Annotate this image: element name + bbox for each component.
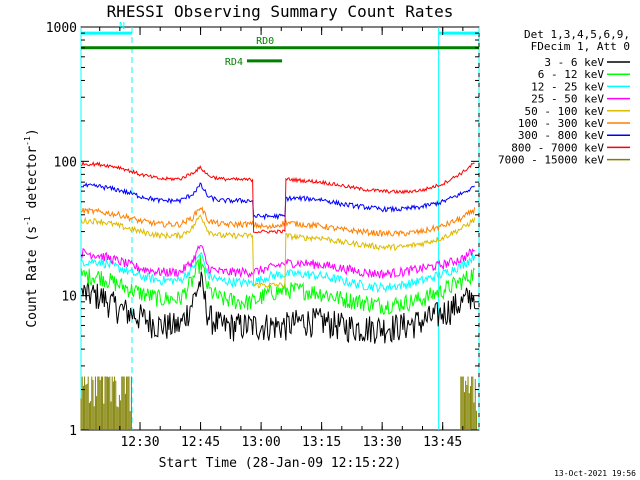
series-line [81,182,475,221]
y-tick-label: 100 [54,155,77,170]
y-axis-label: Count Rate (s-1 detector-1) [23,128,40,327]
legend-header-line-2: FDecim 1, Att 0 [531,40,630,53]
annotation-label: N [119,21,125,32]
series-line [80,214,476,289]
y-tick-label: 1 [69,424,77,439]
legend-entry-label: 6 - 12 keV [538,68,605,81]
series-line [80,245,475,279]
x-tick-label: 12:45 [181,435,220,450]
y-axis-label-exponent: -1 [23,216,32,226]
legend-entry-label: 12 - 25 keV [531,80,604,93]
low-count-bars [80,376,477,430]
x-tick-label: 13:00 [242,435,281,450]
y-tick-label: 10 [61,290,77,305]
x-axis-ticks: 12:30 12:45 13:00 13:15 13:30 13:45 [99,27,464,450]
legend-entry-label: 25 - 50 keV [531,93,604,106]
y-axis-ticks: 1 10 100 1000 [46,21,479,439]
x-tick-label: 12:30 [120,435,159,450]
annotation-label: RD0 [256,36,274,47]
legend: Det 1,3,4,5,6,9, FDecim 1, Att 0 3 - 6 k… [498,28,630,167]
footer-date: 13-Oct-2021 19:56 [554,469,636,478]
y-axis-label-part: detector [25,146,40,217]
legend-entry-label: 800 - 7000 keV [511,141,604,154]
annotations: N RD0 RD4 [81,21,479,68]
series-line [81,160,475,234]
series-line [80,251,476,294]
series-layer [80,160,476,344]
chart-title: RHESSI Observing Summary Count Rates [107,2,454,21]
legend-entry-label: 7000 - 15000 keV [498,154,604,167]
legend-entry-label: 100 - 300 keV [518,117,604,130]
y-axis-label-part: ) [25,128,40,136]
legend-entry-label: 300 - 800 keV [518,129,604,142]
x-tick-label: 13:30 [363,435,402,450]
x-tick-label: 13:15 [302,435,341,450]
legend-entry-label: 50 - 100 keV [525,105,605,118]
x-tick-label: 13:45 [423,435,462,450]
legend-header-line-1: Det 1,3,4,5,6,9, [524,28,630,41]
series-line [80,254,475,316]
y-axis-label-exponent: -1 [23,136,32,146]
x-axis-label: Start Time (28-Jan-09 12:15:22) [159,456,402,471]
y-axis-label-part: Count Rate (s [25,226,40,328]
y-tick-label: 1000 [46,21,77,36]
legend-entry-label: 3 - 6 keV [544,56,604,69]
annotation-label: RD4 [225,57,243,68]
series-line [80,206,476,238]
series-line [81,271,476,344]
